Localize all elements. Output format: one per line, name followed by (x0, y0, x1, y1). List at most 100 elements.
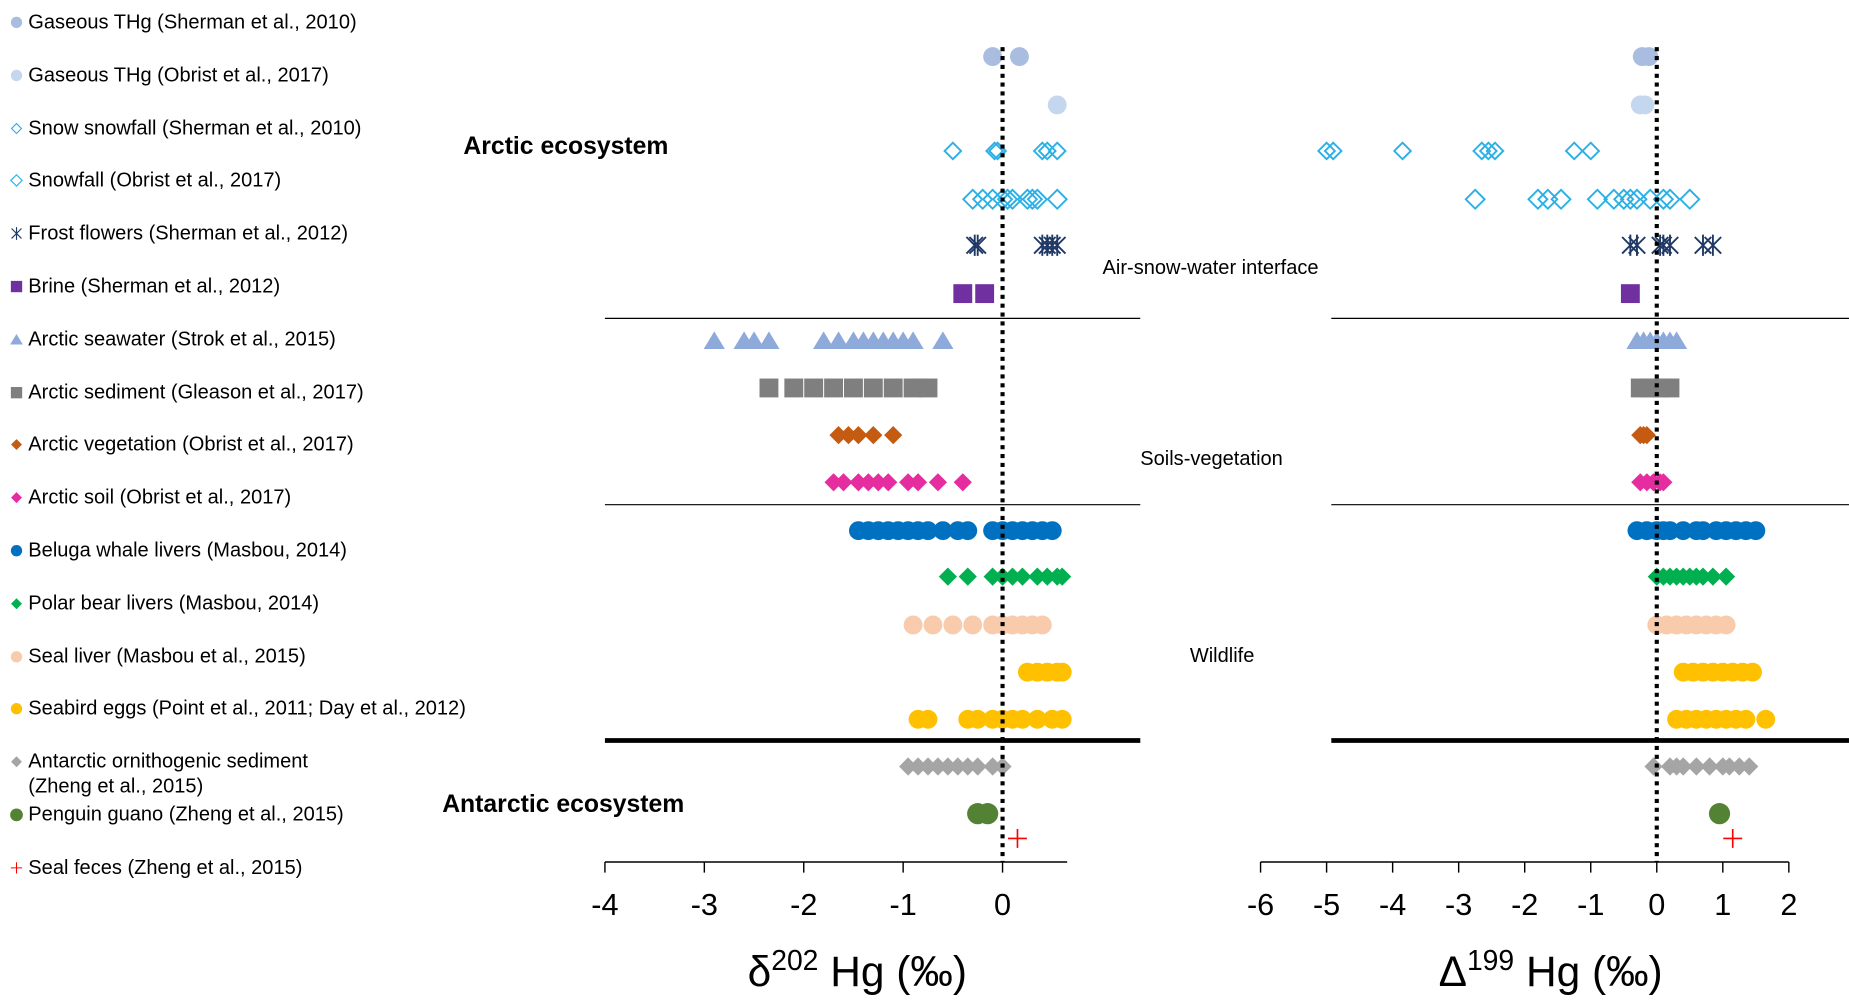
data-point (971, 188, 994, 211)
data-point (849, 426, 868, 445)
data-point (844, 378, 863, 398)
x-tick-label: -5 (1313, 888, 1340, 922)
data-point (1052, 662, 1072, 682)
legend-item: Brine (Sherman et al., 2012) (9, 274, 280, 299)
legend-marker (11, 598, 22, 609)
data-point (1008, 828, 1027, 848)
data-point (1586, 188, 1609, 211)
x-tick-label: 0 (994, 888, 1011, 922)
data-point (963, 615, 983, 635)
data-point (953, 284, 973, 304)
data-point (1472, 141, 1492, 161)
data-point (804, 378, 824, 398)
legend-marker (10, 280, 23, 293)
legend-marker-shape (11, 492, 22, 504)
data-point (975, 284, 995, 304)
data-point (1052, 709, 1072, 729)
x-tick-label: -1 (1577, 888, 1604, 922)
x-tick-label: 0 (1648, 888, 1665, 922)
data-point (1693, 521, 1713, 541)
legend-marker (10, 808, 23, 822)
legend-marker (10, 122, 23, 134)
legend-item: Seal feces (Zheng et al., 2015) (9, 855, 302, 880)
legend-marker (11, 756, 22, 768)
data-point (958, 567, 977, 586)
legend-item: Penguin guano (Zheng et al., 2015) (9, 802, 344, 827)
legend-item: Beluga whale livers (Masbou, 2014) (9, 538, 347, 563)
data-point (1717, 567, 1736, 586)
legend-marker (11, 227, 22, 241)
data-point (1639, 47, 1659, 67)
data-point (1708, 803, 1731, 825)
data-point (1027, 709, 1047, 729)
x-axis-title-part: Hg (‰) (818, 948, 967, 995)
legend-label: Gaseous THg (Obrist et al., 2017) (28, 63, 329, 86)
legend-marker-shape (10, 861, 23, 874)
data-point (1317, 141, 1337, 161)
legend-marker (10, 545, 23, 557)
data-point (813, 331, 835, 350)
data-point (1392, 141, 1413, 161)
section-label: Arctic ecosystem (463, 133, 668, 160)
data-point (1047, 141, 1067, 161)
legend-marker (10, 703, 23, 715)
data-point (1674, 757, 1693, 776)
x-tick-label: -2 (790, 888, 817, 922)
x-tick-label: -1 (890, 888, 917, 922)
data-point (879, 473, 898, 492)
data-point (1550, 188, 1572, 211)
legend-label: Frost flowers (Sherman et al., 2012) (28, 221, 349, 245)
data-point (1464, 188, 1486, 211)
legend-label: Seal liver (Masbou et al., 2015) (28, 644, 306, 667)
data-point (1659, 188, 1681, 211)
legend-marker (10, 386, 23, 398)
legend-item: Gaseous THg (Sherman et al., 2010) (9, 9, 357, 34)
legend-marker-shape (10, 333, 23, 345)
legend-item: Polar bear livers (Masbou, 2014) (9, 591, 319, 616)
x-tick-label: 2 (1780, 888, 1797, 922)
legend-item: Arctic seawater (Strok et al., 2015) (9, 326, 336, 351)
data-point (958, 521, 978, 541)
legend-item: Frost flowers (Sherman et al., 2012) (9, 221, 348, 246)
data-point (1756, 709, 1776, 729)
legend-item: Antarctic ornithogenic sediment (Zheng e… (9, 749, 308, 799)
data-point (1703, 234, 1722, 256)
data-point (1323, 141, 1343, 161)
data-point (1001, 188, 1024, 211)
data-point (1740, 757, 1759, 776)
data-point (1637, 426, 1656, 445)
legend-label: Arctic sediment (Gleason et al., 2017) (28, 380, 364, 403)
x-tick-label: -6 (1247, 888, 1274, 922)
x-tick-label: 1 (1714, 888, 1731, 922)
data-point (863, 378, 883, 398)
data-point (908, 473, 928, 492)
data-point (1603, 188, 1625, 211)
data-point (918, 521, 938, 541)
data-point (983, 47, 1003, 67)
data-point (1485, 141, 1505, 161)
data-point (1620, 284, 1640, 304)
data-point (933, 521, 953, 541)
legend-label: Snowfall (Obrist et al., 2017) (28, 169, 282, 192)
data-point (743, 331, 765, 350)
data-point (1013, 709, 1032, 729)
legend-label: Polar bear livers (Masbou, 2014) (28, 591, 320, 615)
legend-item: Seal liver (Masbou et al., 2015) (9, 643, 306, 668)
data-point (1010, 47, 1029, 67)
x-tick-label: -4 (1379, 888, 1406, 922)
data-point (1527, 188, 1549, 211)
data-point (1021, 188, 1044, 211)
x-axis-title: δ202 Hg (‰) (748, 944, 967, 995)
data-point (1746, 521, 1766, 541)
data-point (1628, 234, 1646, 256)
legend-label: Antarctic ornithogenic sediment (Zheng e… (28, 750, 308, 798)
data-point (1581, 141, 1601, 161)
legend-label: Seabird eggs (Point et al., 2011; Day et… (28, 697, 466, 720)
data-point (903, 378, 923, 398)
legend-marker (10, 174, 23, 188)
data-point (1026, 188, 1049, 211)
legend-marker (11, 492, 22, 504)
legend-item: Gaseous THg (Obrist et al., 2017) (9, 62, 329, 87)
legend-marker-shape (11, 756, 22, 768)
data-point (884, 426, 903, 445)
